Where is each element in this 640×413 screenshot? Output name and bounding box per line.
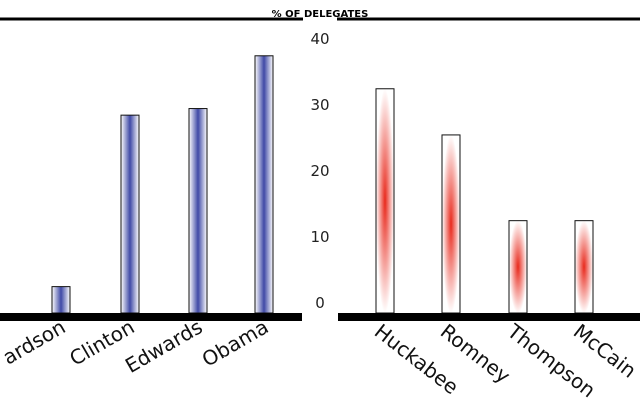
y-tick-label: 20 (310, 162, 329, 180)
democratic-bar-richardson (51, 286, 71, 314)
republican-bar-thompson (508, 220, 528, 314)
y-axis-ticks: 0 10 20 30 40 (310, 30, 329, 312)
democratic-bar-obama (254, 55, 274, 314)
y-tick-label: 0 (315, 294, 325, 312)
republican-bar-huckabee (375, 88, 395, 314)
democratic-category-label: Edwards (121, 315, 207, 378)
axis-title: % OF DELEGATES (272, 9, 369, 20)
republican-bar-romney (441, 134, 461, 314)
democratic-category-label: ardson (0, 315, 70, 370)
baseline-left (0, 313, 302, 321)
democratic-bar-edwards (188, 108, 208, 314)
y-tick-label: 30 (310, 96, 329, 114)
republican-bar-mccain (574, 220, 594, 314)
y-tick-label: 40 (310, 30, 329, 48)
democratic-category-label: Obama (198, 315, 273, 372)
y-tick-label: 10 (310, 228, 329, 246)
democratic-bar-clinton (120, 114, 140, 314)
baseline-right (338, 313, 640, 321)
